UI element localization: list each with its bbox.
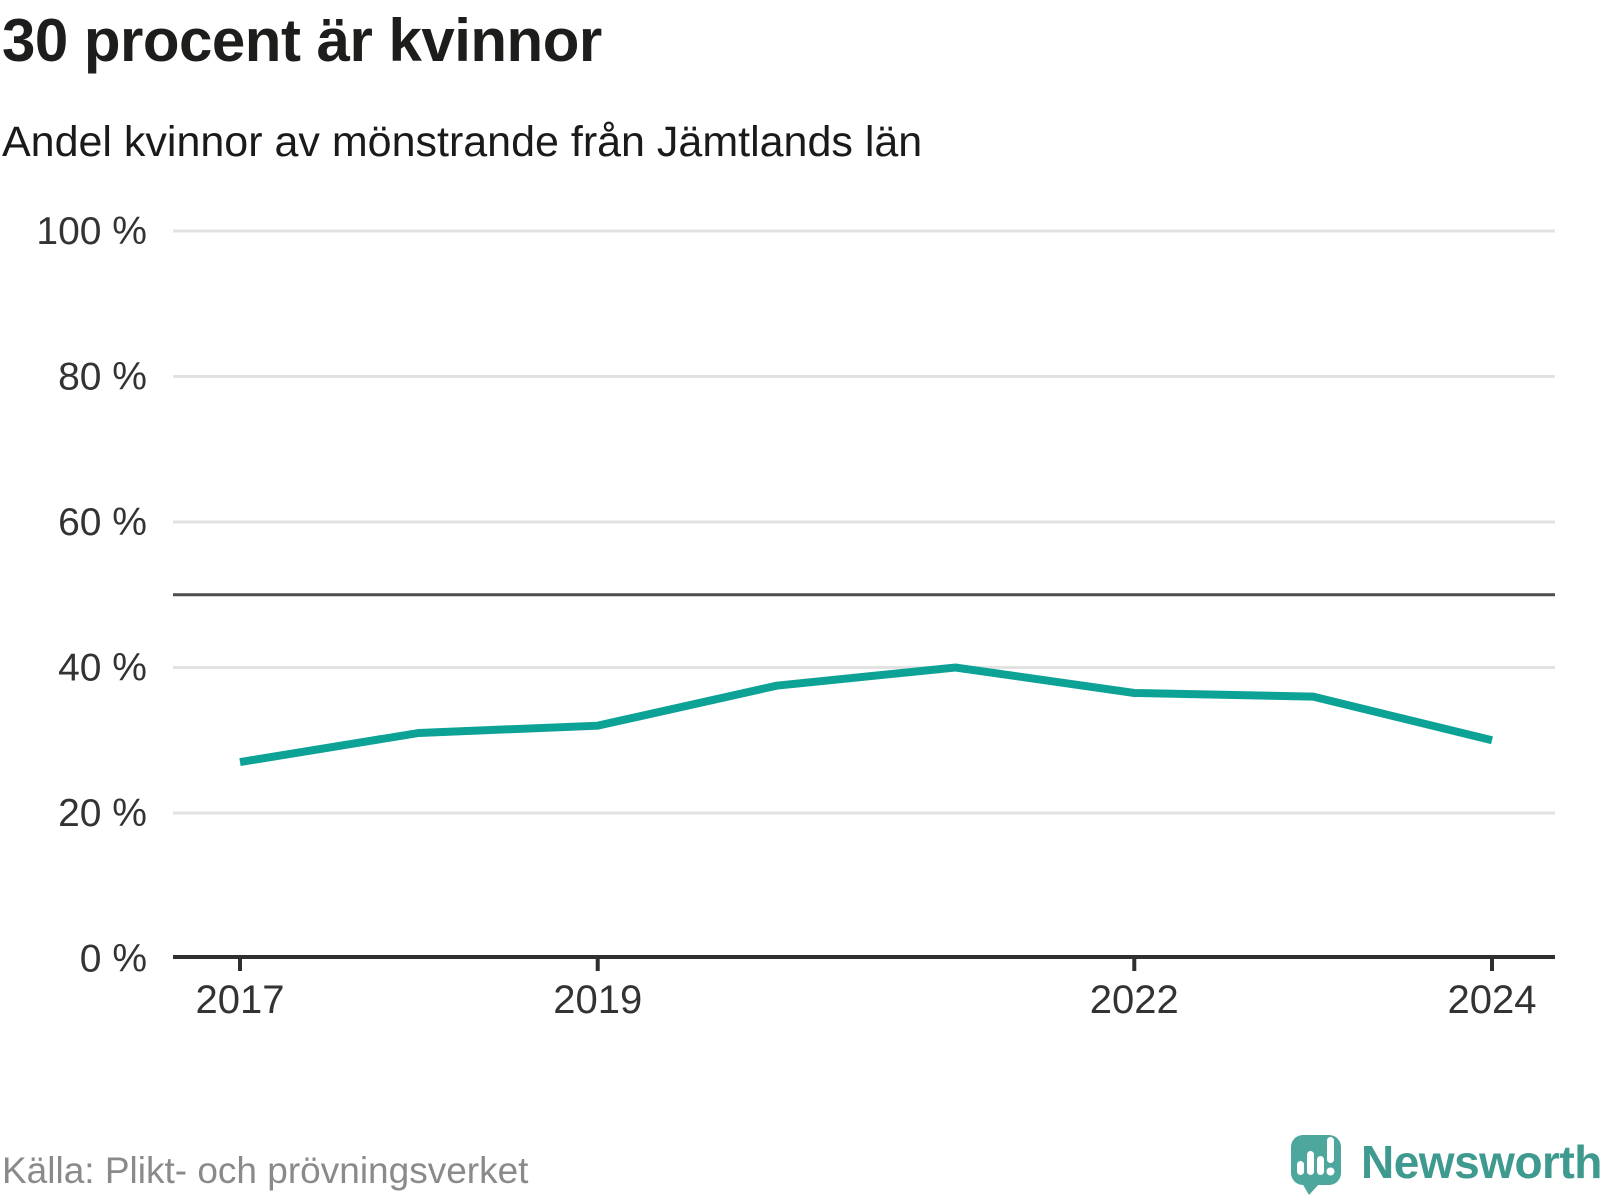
y-axis-label: 20 % [58,792,147,835]
x-axis-label: 2024 [1448,978,1537,1022]
newsworthy-speech-bubble-icon [1291,1135,1341,1195]
newsworthy-logo-text: Newsworthy [1361,1136,1600,1188]
chart-subtitle: Andel kvinnor av mönstrande från Jämtlan… [2,118,923,166]
logo-bar-icon [1317,1156,1324,1175]
logo-bar-icon [1307,1151,1314,1175]
logo-bar-icon [1297,1161,1304,1175]
y-axis-label: 0 % [80,938,147,981]
source-note: Källa: Plikt- och prövningsverket [2,1150,529,1191]
newsworthy-logo: Newsworthy [1290,1134,1600,1198]
x-axis-label: 2022 [1090,978,1179,1022]
x-axis-label: 2017 [196,978,285,1022]
y-axis-label: 40 % [58,647,147,690]
x-axis-label: 2019 [553,978,642,1022]
y-axis-label: 100 % [36,210,147,253]
chart-title: 30 procent är kvinnor [2,7,602,74]
y-axis-label: 60 % [58,501,147,544]
logo-exclamation-icon [1327,1137,1334,1163]
y-axis-label: 80 % [58,356,147,399]
logo-exclamation-dot [1326,1167,1335,1176]
logo-bubble-tail [1302,1183,1320,1195]
data-line-andel-kvinnor [239,663,1493,767]
